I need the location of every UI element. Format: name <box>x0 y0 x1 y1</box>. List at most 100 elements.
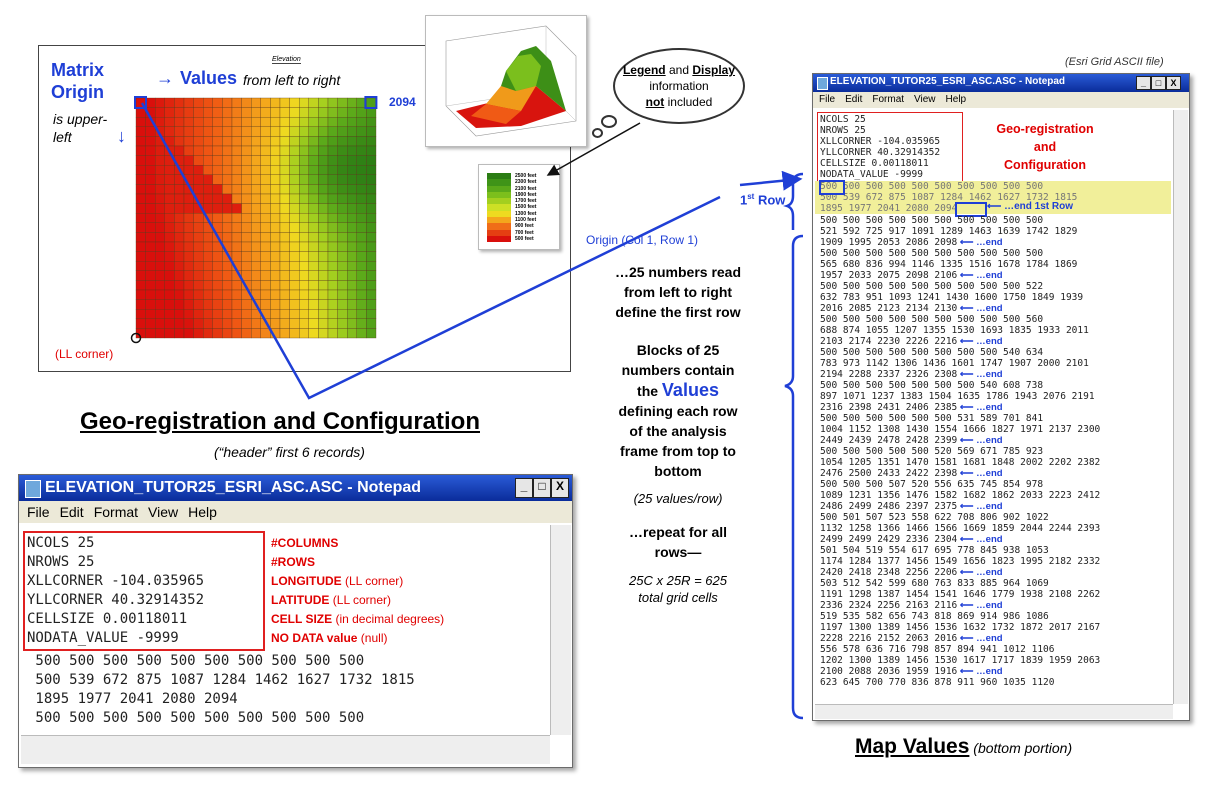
notepad-small-hscroll[interactable] <box>21 735 550 764</box>
grid-cell <box>212 318 223 329</box>
grid-cell <box>241 193 252 204</box>
grid-cell <box>212 97 223 108</box>
grid-cell <box>203 328 213 339</box>
grid-cell <box>260 222 271 233</box>
grid-cell <box>222 270 233 281</box>
grid-cell <box>327 184 338 195</box>
big-data-record: 500 500 500 500 500 500 500 500 500 500 <box>820 248 1100 259</box>
menu-item-edit[interactable]: Edit <box>845 94 863 105</box>
legend-swatch <box>487 235 511 243</box>
grid-cell <box>231 203 242 214</box>
maximize-button[interactable]: □ <box>533 478 551 498</box>
grid-cell <box>241 328 252 339</box>
grid-cell <box>155 261 165 271</box>
grid-cell <box>260 309 271 319</box>
grid-cell <box>231 145 242 156</box>
cloud-information-word: information <box>649 79 709 93</box>
grid-cell <box>183 299 194 310</box>
grid-cell <box>241 251 252 262</box>
grid-cell <box>222 309 233 319</box>
grid-cell <box>183 270 194 281</box>
big-maximize-button[interactable]: □ <box>1151 76 1166 90</box>
grid-cell <box>251 241 261 252</box>
grid-cell <box>299 309 309 319</box>
menu-item-format[interactable]: Format <box>93 504 139 520</box>
notepad-window-big: ELEVATION_TUTOR25_ESRI_ASC.ASC - Notepad… <box>812 73 1190 721</box>
grid-cell <box>337 222 348 233</box>
map-values-heading: Map Values <box>855 735 970 758</box>
grid-cell <box>251 184 261 195</box>
notepad-big-vscroll[interactable] <box>1173 110 1188 704</box>
notepad-small-vscroll[interactable] <box>550 525 571 735</box>
map-legend: 2500 feet 2300 feet 2100 feet 1900 feet 1700… <box>478 164 560 250</box>
big-data-record-text: 519 535 582 656 743 818 869 914 986 1086 <box>820 611 1049 622</box>
grid-cell <box>279 174 290 185</box>
notepad-window-small: ELEVATION_TUTOR25_ESRI_ASC.ASC - Notepad… <box>18 474 573 768</box>
big-data-record-text: 1132 1258 1366 1466 1566 1669 1859 2044 … <box>820 523 1101 534</box>
grid-cell <box>145 184 156 195</box>
grid-cell <box>289 251 300 262</box>
grid-cell <box>155 117 165 127</box>
close-button[interactable]: X <box>551 478 569 498</box>
menu-item-help[interactable]: Help <box>945 94 967 105</box>
menu-item-edit[interactable]: Edit <box>59 504 84 520</box>
grid-cell <box>299 251 309 262</box>
grid-cell <box>155 222 165 233</box>
grid-cell <box>366 145 377 156</box>
notepad-big-text-area: NCOLS 25 NROWS 25 XLLCORNER -104.035965 YLL… <box>815 110 1173 704</box>
data-record: 500 539 672 875 1087 1284 1462 1627 1732… <box>27 672 415 688</box>
grid-cell <box>183 136 194 147</box>
grid-cell <box>203 107 213 118</box>
grid-cell <box>222 184 233 195</box>
grid-cell <box>318 280 329 291</box>
menu-item-file[interactable]: File <box>819 94 836 105</box>
grid-cell <box>222 261 233 271</box>
grid-cell <box>279 309 290 319</box>
grid-cell <box>174 251 185 262</box>
grid-cell <box>241 203 252 214</box>
grid-cell <box>155 97 165 108</box>
grid-cell <box>212 107 223 118</box>
minimize-button[interactable]: _ <box>515 478 533 498</box>
grid-cell <box>260 318 271 329</box>
grid-cell <box>203 251 213 262</box>
grid-cell <box>279 213 290 223</box>
big-data-record: 1054 1205 1351 1470 1581 1681 1848 2002 … <box>820 457 1100 468</box>
grid-cell <box>356 126 367 137</box>
menu-item-view[interactable]: View <box>914 94 936 105</box>
grid-cell <box>203 193 213 204</box>
grid-cell <box>193 232 204 243</box>
grid-cell <box>203 232 213 243</box>
grid-cell <box>260 193 271 204</box>
grid-cell <box>135 203 146 214</box>
grid-cell <box>347 136 357 147</box>
first-row-highlight <box>815 181 1171 214</box>
menu-item-file[interactable]: File <box>27 504 50 520</box>
explanation-block-2b: defining each row of the analysis frame … <box>618 403 738 479</box>
grid-cell <box>183 203 194 214</box>
big-data-record-text: 500 500 500 500 500 500 500 540 608 738 <box>820 380 1044 391</box>
grid-cell <box>241 299 252 310</box>
grid-cell <box>222 251 233 262</box>
big-minimize-button[interactable]: _ <box>1136 76 1151 90</box>
grid-cell <box>231 184 242 195</box>
menu-item-format[interactable]: Format <box>872 94 905 105</box>
grid-cell <box>327 136 338 147</box>
grid-cell <box>347 203 357 214</box>
big-close-button[interactable]: X <box>1166 76 1181 90</box>
grid-cell <box>174 309 185 319</box>
header-annotation-note: (LL corner) <box>341 574 404 588</box>
grid-cell <box>356 193 367 204</box>
grid-cell <box>241 145 252 156</box>
notepad-big-hscroll[interactable] <box>815 704 1173 719</box>
big-data-record: 2486 2499 2486 2397 2375 ⟵ …end <box>820 501 1100 512</box>
grid-cell <box>174 318 185 329</box>
menu-item-help[interactable]: Help <box>188 504 217 520</box>
grid-cell <box>231 165 242 175</box>
menu-item-view[interactable]: View <box>148 504 179 520</box>
grid-cell <box>212 165 223 175</box>
grid-cell <box>145 165 156 175</box>
grid-cell <box>279 155 290 166</box>
grid-cell <box>155 193 165 204</box>
grid-cell <box>366 261 377 271</box>
